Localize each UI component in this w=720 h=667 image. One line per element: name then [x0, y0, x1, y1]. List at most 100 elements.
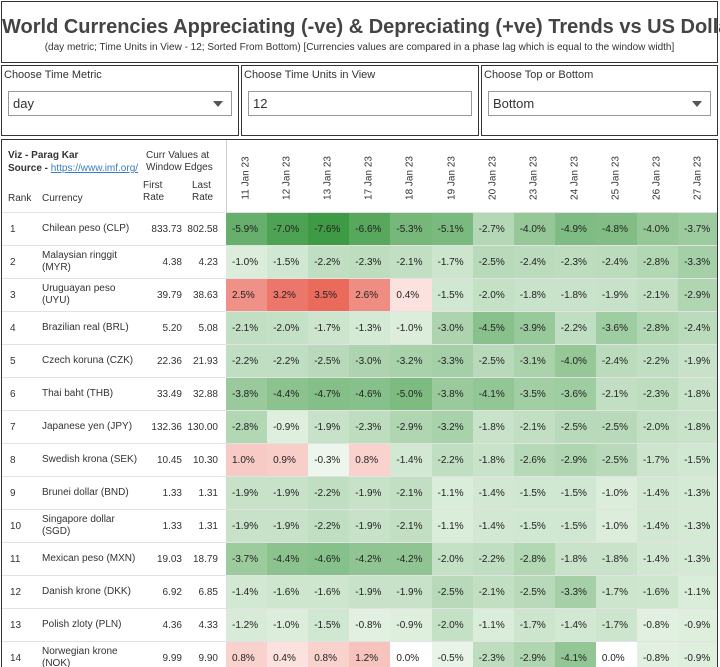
heatmap-cell[interactable]: -2.8% — [637, 312, 679, 345]
heatmap-cell[interactable]: -4.1% — [472, 378, 515, 411]
heatmap-cell[interactable]: -2.3% — [637, 378, 679, 411]
heatmap-cell[interactable]: -1.4% — [637, 543, 679, 576]
heatmap-cell[interactable]: -1.1% — [431, 477, 474, 510]
heatmap-cell[interactable]: -0.9% — [678, 609, 717, 642]
heatmap-cell[interactable]: -1.5% — [513, 477, 556, 510]
heatmap-cell[interactable]: 1.2% — [349, 642, 391, 667]
heatmap-cell[interactable]: -3.3% — [431, 345, 474, 378]
heatmap-cell[interactable]: -4.0% — [554, 345, 597, 378]
heatmap-cell[interactable]: -2.2% — [431, 444, 474, 477]
heatmap-cell[interactable]: -2.1% — [390, 246, 432, 279]
heatmap-cell[interactable]: 0.8% — [226, 642, 268, 667]
heatmap-cell[interactable]: -3.0% — [431, 312, 474, 345]
heatmap-cell[interactable]: -1.3% — [349, 312, 391, 345]
heatmap-cell[interactable]: 0.8% — [349, 444, 391, 477]
heatmap-cell[interactable]: 0.4% — [390, 279, 432, 312]
heatmap-cell[interactable]: -1.5% — [554, 477, 597, 510]
heatmap-cell[interactable]: -2.8% — [637, 246, 679, 279]
heatmap-cell[interactable]: 3.5% — [308, 279, 350, 312]
table-row[interactable]: 4 Brazilian real (BRL) 5.20 5.08 -2.1% -2.0% -… — [2, 311, 717, 345]
heatmap-cell[interactable]: -1.7% — [595, 576, 638, 609]
heatmap-cell[interactable]: -1.8% — [678, 378, 717, 411]
heatmap-cell[interactable]: -3.8% — [226, 378, 268, 411]
heatmap-cell[interactable]: -2.9% — [554, 444, 597, 477]
table-row[interactable]: 9 Brunei dollar (BND) 1.33 1.31 -1.9% -1.9% -2… — [2, 476, 717, 510]
heatmap-cell[interactable]: -1.9% — [678, 345, 717, 378]
heatmap-cell[interactable]: -2.1% — [637, 279, 679, 312]
heatmap-cell[interactable]: -1.3% — [678, 510, 717, 543]
heatmap-cell[interactable]: -1.8% — [595, 543, 638, 576]
heatmap-cell[interactable]: -2.1% — [390, 510, 432, 543]
heatmap-cell[interactable]: -2.5% — [431, 576, 474, 609]
heatmap-cell[interactable]: 0.0% — [595, 642, 638, 667]
heatmap-cell[interactable]: -5.3% — [390, 213, 432, 246]
heatmap-cell[interactable]: -2.3% — [349, 411, 391, 444]
heatmap-cell[interactable]: -2.3% — [472, 642, 515, 667]
heatmap-cell[interactable]: -1.7% — [513, 609, 556, 642]
heatmap-cell[interactable]: -4.0% — [513, 213, 556, 246]
heatmap-cell[interactable]: -1.9% — [349, 510, 391, 543]
heatmap-cell[interactable]: -1.8% — [513, 279, 556, 312]
top-bottom-select[interactable]: Bottom — [488, 91, 711, 116]
heatmap-cell[interactable]: -1.9% — [226, 477, 268, 510]
heatmap-cell[interactable]: -1.7% — [431, 246, 474, 279]
heatmap-cell[interactable]: -2.4% — [595, 345, 638, 378]
heatmap-cell[interactable]: -2.3% — [554, 246, 597, 279]
time-units-input[interactable]: 12 — [248, 91, 472, 116]
heatmap-cell[interactable]: -1.5% — [267, 246, 309, 279]
heatmap-cell[interactable]: -3.0% — [349, 345, 391, 378]
heatmap-cell[interactable]: -3.7% — [678, 213, 717, 246]
heatmap-cell[interactable]: -1.0% — [226, 246, 268, 279]
heatmap-cell[interactable]: -1.9% — [226, 510, 268, 543]
heatmap-cell[interactable]: -4.5% — [472, 312, 515, 345]
heatmap-cell[interactable]: -2.4% — [595, 246, 638, 279]
heatmap-cell[interactable]: -2.5% — [513, 576, 556, 609]
heatmap-cell[interactable]: -1.7% — [595, 609, 638, 642]
heatmap-cell[interactable]: 2.5% — [226, 279, 268, 312]
heatmap-cell[interactable]: -2.0% — [637, 411, 679, 444]
heatmap-cell[interactable]: -3.5% — [513, 378, 556, 411]
table-row[interactable]: 5 Czech koruna (CZK) 22.36 21.93 -2.2% -2.2% -… — [2, 344, 717, 378]
heatmap-cell[interactable]: -1.2% — [226, 609, 268, 642]
heatmap-cell[interactable]: -1.5% — [431, 279, 474, 312]
heatmap-cell[interactable]: -5.0% — [390, 378, 432, 411]
table-row[interactable]: 14 Norwegian krone (NOK) 9.99 9.90 0.8% 0.4% 0… — [2, 641, 717, 667]
table-row[interactable]: 13 Polish zloty (PLN) 4.36 4.33 -1.2% -1.0% -1… — [2, 608, 717, 642]
heatmap-cell[interactable]: -5.1% — [431, 213, 474, 246]
heatmap-cell[interactable]: -1.5% — [308, 609, 350, 642]
table-row[interactable]: 6 Thai baht (THB) 33.49 32.88 -3.8% -4.4% -4.7… — [2, 377, 717, 411]
heatmap-cell[interactable]: -1.1% — [472, 609, 515, 642]
heatmap-cell[interactable]: -1.9% — [308, 411, 350, 444]
heatmap-cell[interactable]: -2.5% — [554, 411, 597, 444]
heatmap-cell[interactable]: -3.7% — [226, 543, 268, 576]
heatmap-cell[interactable]: -2.0% — [267, 312, 309, 345]
heatmap-cell[interactable]: -1.9% — [349, 576, 391, 609]
table-row[interactable]: 8 Swedish krona (SEK) 10.45 10.30 1.0% 0.9% -0… — [2, 443, 717, 477]
heatmap-cell[interactable]: -2.1% — [226, 312, 268, 345]
heatmap-cell[interactable]: -1.8% — [554, 279, 597, 312]
heatmap-cell[interactable]: -1.6% — [267, 576, 309, 609]
chevron-down-icon[interactable] — [692, 101, 702, 107]
heatmap-cell[interactable]: -1.1% — [678, 576, 717, 609]
heatmap-cell[interactable]: -0.8% — [637, 609, 679, 642]
heatmap-cell[interactable]: -2.1% — [595, 378, 638, 411]
heatmap-cell[interactable]: -3.3% — [554, 576, 597, 609]
heatmap-cell[interactable]: -1.8% — [554, 543, 597, 576]
source-link[interactable]: https://www.imf.org/ — [50, 163, 139, 174]
heatmap-cell[interactable]: -2.2% — [308, 246, 350, 279]
heatmap-cell[interactable]: -2.5% — [472, 345, 515, 378]
heatmap-cell[interactable]: -2.1% — [513, 411, 556, 444]
heatmap-cell[interactable]: -1.0% — [595, 510, 638, 543]
heatmap-cell[interactable]: -1.4% — [472, 510, 515, 543]
heatmap-cell[interactable]: -2.6% — [513, 444, 556, 477]
heatmap-cell[interactable]: -1.4% — [637, 477, 679, 510]
heatmap-cell[interactable]: -3.6% — [554, 378, 597, 411]
heatmap-cell[interactable]: -0.9% — [678, 642, 717, 667]
heatmap-cell[interactable]: -5.9% — [226, 213, 268, 246]
heatmap-cell[interactable]: -4.2% — [349, 543, 391, 576]
heatmap-cell[interactable]: 3.2% — [267, 279, 309, 312]
heatmap-cell[interactable]: 2.6% — [349, 279, 391, 312]
heatmap-cell[interactable]: -1.0% — [595, 477, 638, 510]
heatmap-cell[interactable]: -1.9% — [267, 510, 309, 543]
heatmap-cell[interactable]: -0.5% — [431, 642, 474, 667]
